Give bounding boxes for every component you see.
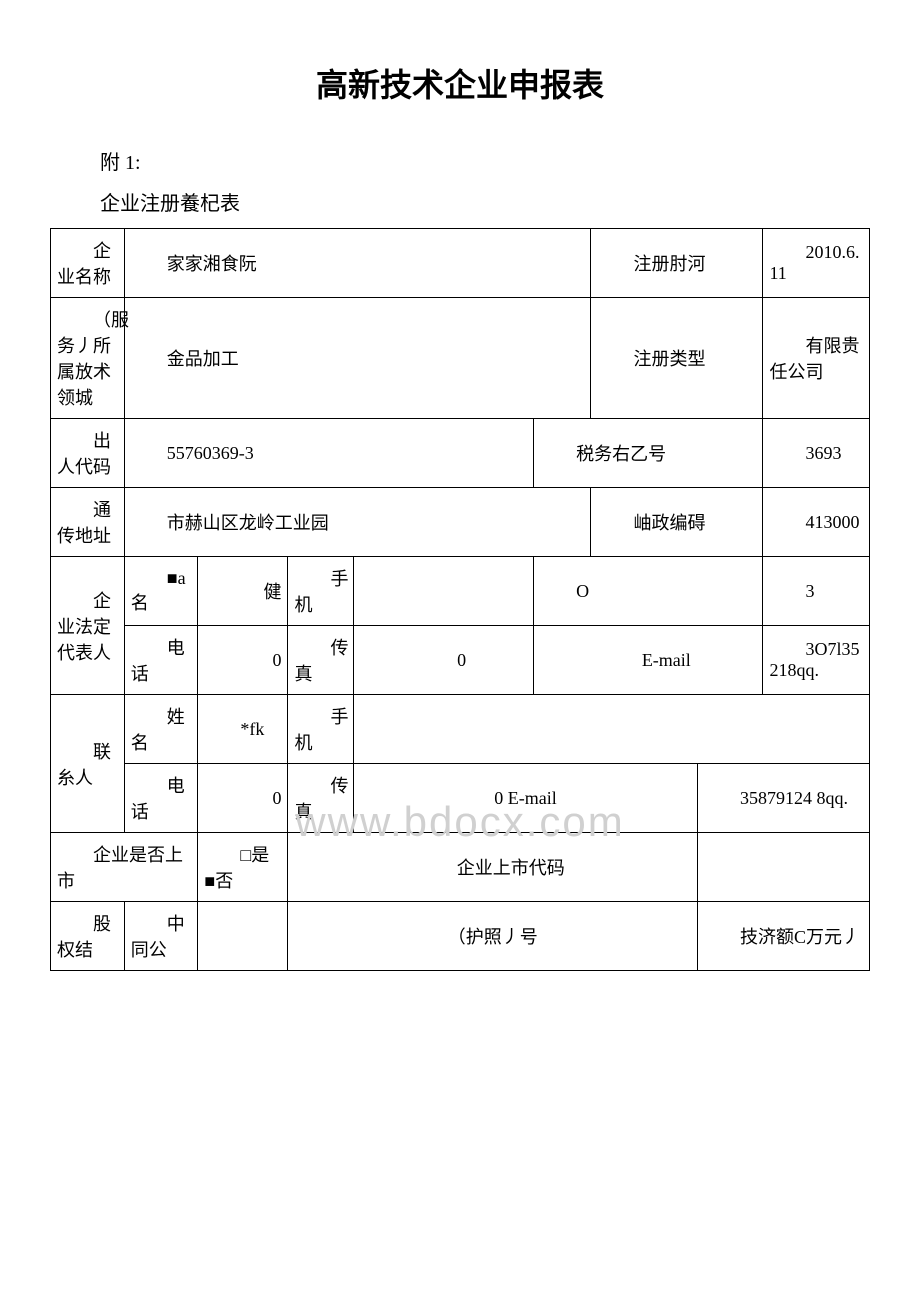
cell-china-label: 中同公 <box>124 902 198 971</box>
table-row: 企业是否上市 □是 ■否 企业上市代码 <box>51 833 870 902</box>
cell-contact-fax-email: 0 E-mail <box>354 764 698 833</box>
cell-zip-label: 岫政编碍 <box>591 488 763 557</box>
cell-code-value: 55760369-3 <box>124 419 533 488</box>
cell-address-value: 市赫山区龙岭工业园 <box>124 488 591 557</box>
cell-field-label: （服务丿所属放术领城 <box>51 298 125 419</box>
cell-reg-type-label: 注册类型 <box>591 298 763 419</box>
cell-contact-mobile-value <box>354 695 870 764</box>
subtitle-label: 企业注册養杞表 <box>100 187 870 216</box>
cell-tax-label: 税务右乙号 <box>534 419 763 488</box>
form-table: 企业名称 家家湘食阮 注册肘河 2010.6.11 （服务丿所属放术领城 金品加… <box>50 228 870 971</box>
cell-company-name-label: 企业名称 <box>51 229 125 298</box>
cell-mobile-label: 手机 <box>288 557 354 626</box>
table-row: 电话 0 传真 0 E-mail 35879124 8qq. <box>51 764 870 833</box>
cell-o-value: O <box>534 557 763 626</box>
table-row: 企业名称 家家湘食阮 注册肘河 2010.6.11 <box>51 229 870 298</box>
cell-name-value: 健 <box>198 557 288 626</box>
cell-reg-time-label: 注册肘河 <box>591 229 763 298</box>
cell-tel-label: 电话 <box>124 626 198 695</box>
cell-passport-label: （护照丿号 <box>288 902 697 971</box>
cell-tel-value: 0 <box>198 626 288 695</box>
table-row: （服务丿所属放术领城 金品加工 注册类型 有限贵任公司 <box>51 298 870 419</box>
cell-legal-rep-label: 企业法定代表人 <box>51 557 125 695</box>
table-row: 通传地址 市赫山区龙岭工业园 岫政编碍 413000 <box>51 488 870 557</box>
cell-listed-value: □是 ■否 <box>198 833 288 902</box>
cell-three-value: 3 <box>763 557 870 626</box>
cell-contact-fax-label: 传真 <box>288 764 354 833</box>
page-title: 高新技术企业申报表 <box>50 60 870 106</box>
cell-company-name-value: 家家湘食阮 <box>124 229 591 298</box>
cell-amount-label: 技济额C万元丿 <box>697 902 869 971</box>
cell-listed-label: 企业是否上市 <box>51 833 198 902</box>
table-row: 出人代码 55760369-3 税务右乙号 3693 <box>51 419 870 488</box>
attachment-label: 附 1: <box>100 146 870 175</box>
cell-reg-time-value: 2010.6.11 <box>763 229 870 298</box>
cell-tax-value: 3693 <box>763 419 870 488</box>
cell-contact-email-value: 35879124 8qq. <box>697 764 869 833</box>
cell-contact-name-label: 姓名 <box>124 695 198 764</box>
table-row: 电话 0 传真 0 E-mail 3O7l35218qq. <box>51 626 870 695</box>
table-wrapper: www.bdocx.com 企业名称 家家湘食阮 注册肘河 2010.6.11 … <box>50 228 870 971</box>
cell-stock-code-label: 企业上市代码 <box>288 833 697 902</box>
cell-contact-tel-label: 电话 <box>124 764 198 833</box>
cell-fax-value: 0 <box>354 626 534 695</box>
table-row: 股权结 中同公 （护照丿号 技济额C万元丿 <box>51 902 870 971</box>
cell-stock-code-value <box>697 833 869 902</box>
table-row: 联糸人 姓名 *fk 手机 <box>51 695 870 764</box>
cell-contact-name-value: *fk <box>198 695 288 764</box>
cell-contact-mobile-label: 手机 <box>288 695 354 764</box>
cell-email-value: 3O7l35218qq. <box>763 626 870 695</box>
cell-contact-label: 联糸人 <box>51 695 125 833</box>
cell-equity-label: 股权结 <box>51 902 125 971</box>
cell-zip-value: 413000 <box>763 488 870 557</box>
cell-email-label: E-mail <box>534 626 763 695</box>
cell-field-value: 金品加工 <box>124 298 591 419</box>
cell-contact-tel-value: 0 <box>198 764 288 833</box>
cell-reg-type-value: 有限贵任公司 <box>763 298 870 419</box>
cell-name-label: ■a名 <box>124 557 198 626</box>
cell-equity-empty <box>198 902 288 971</box>
cell-mobile-value <box>354 557 534 626</box>
cell-code-label: 出人代码 <box>51 419 125 488</box>
cell-fax-label: 传真 <box>288 626 354 695</box>
table-row: 企业法定代表人 ■a名 健 手机 O 3 <box>51 557 870 626</box>
cell-address-label: 通传地址 <box>51 488 125 557</box>
